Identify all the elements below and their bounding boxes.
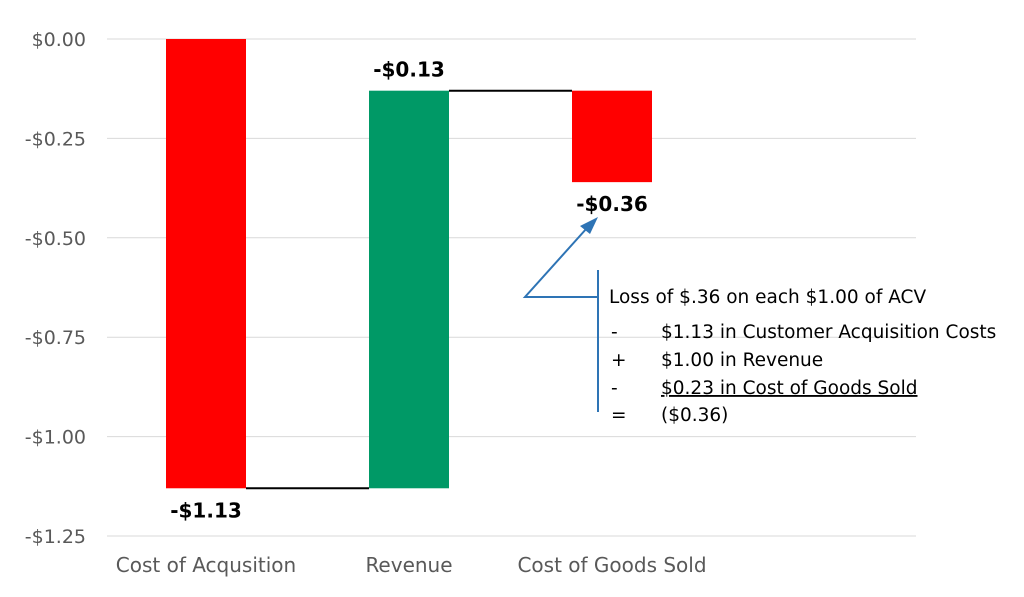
annotation-title: Loss of $.36 on each $1.00 of ACV (609, 287, 926, 308)
y-tick-label: -$1.00 (25, 427, 86, 449)
y-tick-label: $0.00 (32, 29, 86, 51)
annotation-line: $1.13 in Customer Acquisition Costs (661, 322, 996, 343)
annotation-sign: - (611, 322, 618, 343)
annotation-line: ($0.36) (661, 405, 728, 426)
data-label: -$0.36 (576, 192, 648, 216)
category-label: Cost of Acqusition (116, 553, 296, 577)
y-tick-label: -$0.50 (25, 228, 86, 250)
y-tick-label: -$1.25 (25, 526, 86, 548)
annotation-sign: - (611, 378, 618, 399)
bar (369, 90, 449, 489)
bar (166, 39, 246, 489)
category-label: Revenue (365, 553, 452, 577)
y-tick-label: -$0.25 (25, 128, 86, 150)
annotation-sign: = (611, 405, 627, 426)
category-labels: Cost of Acqusition Revenue Cost of Goods S… (116, 553, 707, 577)
y-axis-ticks: $0.00 -$0.25 -$0.50 -$0.75 -$1.00 -$1.25 (25, 29, 86, 548)
annotation-line: $1.00 in Revenue (661, 350, 823, 371)
data-labels: -$1.13 -$0.13 -$0.36 (170, 58, 648, 523)
annotation-sign: + (611, 350, 627, 371)
bars (166, 39, 652, 489)
data-label: -$0.13 (373, 58, 445, 82)
loss-annotation: Loss of $.36 on each $1.00 of ACV - $1.13 … (522, 217, 996, 426)
arrowhead-icon (580, 217, 598, 234)
bar (572, 90, 652, 183)
callout-arrow-line (522, 227, 598, 298)
category-label: Cost of Goods Sold (517, 553, 706, 577)
annotation-line: $0.23 in Cost of Goods Sold (661, 378, 918, 399)
y-tick-label: -$0.75 (25, 327, 86, 349)
data-label: -$1.13 (170, 498, 242, 522)
bar-connectors (246, 89, 572, 490)
